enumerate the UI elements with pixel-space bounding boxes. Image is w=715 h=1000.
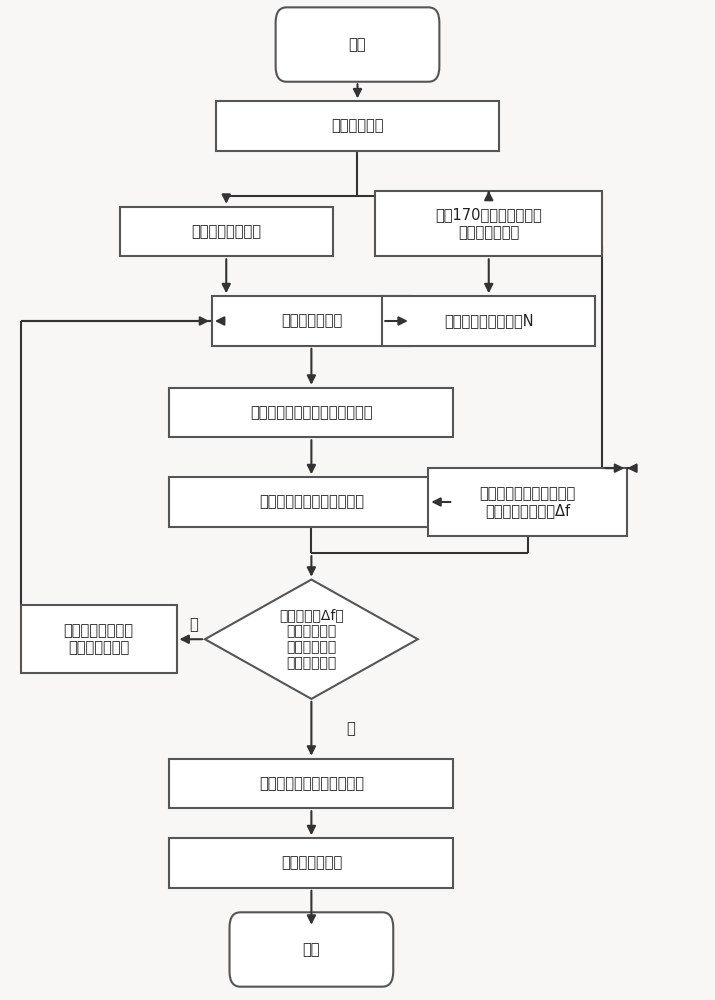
Bar	[212, 296, 410, 346]
Text: 取出该节点进行下
一层小波包分解: 取出该节点进行下 一层小波包分解	[64, 623, 134, 655]
Bar	[428, 468, 627, 536]
Text: 逐层小波包分解: 逐层小波包分解	[281, 313, 342, 328]
Text: 计算小波包分解层数N: 计算小波包分解层数N	[444, 313, 533, 328]
Text: 输入潮位信号: 输入潮位信号	[331, 119, 384, 134]
Text: 在小于等于Δf内
判定频率区间
是否唯一包含
输入的频率点: 在小于等于Δf内 判定频率区间 是否唯一包含 输入的频率点	[279, 608, 344, 671]
Bar	[120, 207, 332, 256]
Bar	[383, 296, 595, 346]
Bar	[169, 477, 453, 527]
Text: 输出该重构信号: 输出该重构信号	[281, 855, 342, 870]
Bar	[169, 388, 453, 437]
Text: 开始: 开始	[349, 37, 366, 52]
Bar	[216, 101, 499, 151]
Text: 输出小波树各节点频率范围: 输出小波树各节点频率范围	[259, 494, 364, 509]
Polygon shape	[205, 580, 418, 699]
Text: 否: 否	[189, 617, 198, 632]
Text: 重构该频段小波包分解系数: 重构该频段小波包分解系数	[259, 776, 364, 791]
FancyBboxPatch shape	[230, 912, 393, 987]
Text: 计算出与该频率点相邻频
点的最小频率间隔Δf: 计算出与该频率点相邻频 点的最小频率间隔Δf	[480, 486, 576, 518]
Bar	[169, 759, 453, 808]
Text: 是: 是	[346, 721, 355, 736]
Bar	[375, 191, 602, 256]
Text: 给定170个天文分潮及特
定点风暴潮频率: 给定170个天文分潮及特 定点风暴潮频率	[435, 207, 542, 240]
Text: 选取小波包母函数: 选取小波包母函数	[191, 224, 261, 239]
Text: 输出该层小波包分解的叶子节点: 输出该层小波包分解的叶子节点	[250, 405, 373, 420]
Text: 结束: 结束	[302, 942, 320, 957]
Bar	[21, 605, 177, 673]
Bar	[169, 838, 453, 888]
FancyBboxPatch shape	[275, 7, 440, 82]
